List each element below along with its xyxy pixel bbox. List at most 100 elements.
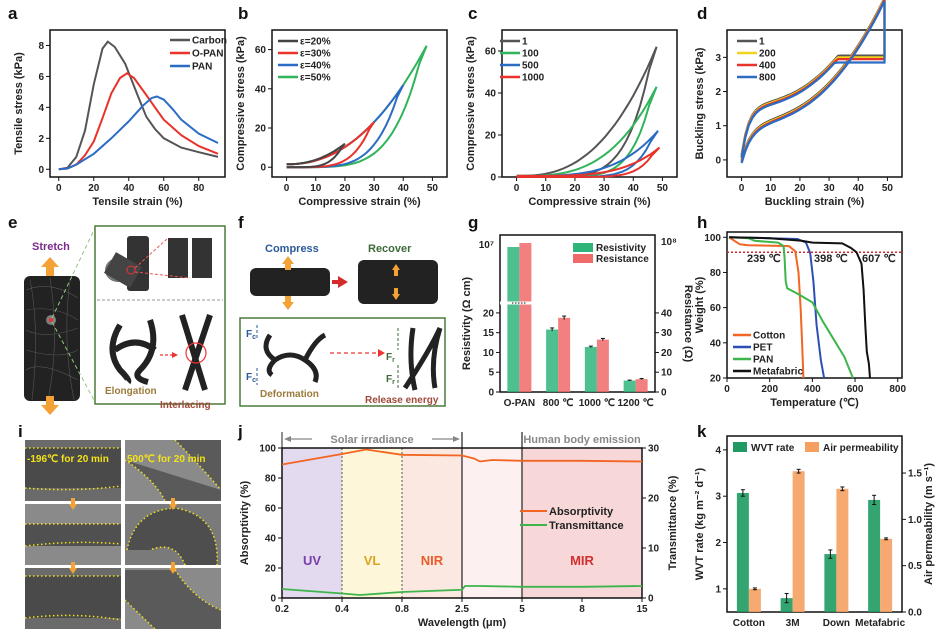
y-tick-label: 0 — [715, 155, 721, 166]
y-break-top-label: 10⁷ — [479, 240, 494, 251]
y-tick-label: 20 — [483, 308, 495, 319]
x-tick-label: 0.8 — [395, 604, 409, 615]
x-axis-label: Wavelength (μm) — [418, 617, 507, 629]
solar-irradiance-label: Solar irradiance — [330, 434, 413, 446]
legend-label: PAN — [753, 355, 773, 366]
bar-resistance — [635, 379, 648, 392]
bar-resistance — [558, 317, 571, 392]
region-mir — [522, 448, 642, 598]
y-axis-label: Compressive stress (kPa) — [465, 36, 477, 171]
human-body-emission-label: Human body emission — [523, 434, 641, 446]
y-axis-label: Resistivity (Ω cm) — [461, 277, 473, 371]
sem-image-right-2 — [125, 504, 221, 565]
sem-image-right-1 — [125, 440, 221, 501]
arrow-down-icon — [282, 256, 294, 270]
x-tick-label: 0.2 — [275, 604, 289, 615]
y2-tick-label: 40 — [661, 308, 673, 319]
y-axis-label: Weight (%) — [695, 276, 706, 333]
legend-label: 1000 — [522, 73, 545, 84]
y-axis-label: Tensile stress (kPa) — [13, 52, 25, 155]
legend-label: ε=50% — [300, 73, 331, 84]
chart-b-compressive-strain: 0 10 20 30 40 50 0 20 40 60 Compressive strain (%)… — [235, 29, 448, 208]
bar-resistivity — [584, 346, 597, 392]
series-loop — [740, 0, 886, 164]
x-tick-label: Cotton — [733, 618, 765, 629]
x-tick-label: 10 — [310, 183, 322, 194]
y2-tick-label: 0.0 — [908, 608, 922, 619]
deformation-label: Deformation — [260, 389, 319, 400]
y2-tick-label: 0.5 — [908, 561, 922, 572]
x-axis-label: Tensile strain (%) — [92, 196, 183, 208]
legend-label: 400 — [759, 61, 776, 72]
series-line-pan — [58, 95, 219, 171]
x-tick-label: 40 — [628, 183, 640, 194]
legend-label: ε=20% — [300, 37, 331, 48]
panel-f-illustration: Compress Recover Fc Fc Fr Fr Deformation… — [230, 210, 462, 420]
arrow-right-head — [453, 436, 460, 442]
recovered-fabric — [358, 260, 438, 304]
y-tick-label: 4 — [715, 445, 721, 456]
legend-label: Absorptivity — [549, 506, 614, 518]
x-tick-label: 20 — [794, 183, 806, 194]
panel-label-c: c — [468, 4, 478, 23]
y-tick-label: 5 — [488, 368, 494, 379]
y-tick-label: 3 — [715, 492, 721, 503]
y-tick-label: 20 — [265, 564, 277, 575]
y-tick-label: 2 — [715, 538, 721, 549]
bar-wvt-rate — [824, 554, 837, 612]
chart-a-tensile: 0 20 40 60 80 0 2 4 6 8 Tensile strain (%) Tensile … — [13, 29, 227, 208]
x-tick-label: 40 — [123, 183, 135, 194]
arrow-up-icon — [282, 296, 294, 310]
series-line-cotton — [728, 236, 805, 379]
temperature-annotation: 607 ℃ — [862, 253, 896, 265]
legend-label: Metafabric — [753, 367, 803, 378]
y2-axis-label: Transmittance (%) — [667, 475, 679, 570]
x-tick-label: 600 — [847, 384, 864, 395]
y-tick-label: 40 — [255, 84, 267, 95]
legend-label: ε=40% — [300, 61, 331, 72]
sem-image-left-1 — [25, 440, 121, 501]
x-tick-label: 800 — [889, 384, 906, 395]
region-uv — [282, 448, 342, 598]
y2-tick-label: 1.5 — [908, 469, 922, 480]
panel-label-j: j — [238, 422, 243, 441]
temperature-annotation: 239 ℃ — [747, 253, 781, 265]
x-tick-label: 0 — [739, 183, 745, 194]
y2-tick-label: 0 — [648, 594, 654, 605]
panel-label-g: g — [468, 213, 479, 232]
fc-top-label: Fc — [246, 329, 256, 341]
y-tick-label: 0 — [260, 163, 266, 174]
x-axis-label: Compressive strain (%) — [528, 196, 651, 208]
bar-wvt-rate — [780, 598, 793, 612]
series-loop — [286, 142, 346, 169]
y2-tick-label: 30 — [661, 328, 673, 339]
x-tick-label: 10 — [765, 183, 777, 194]
x-tick-label: 20 — [88, 183, 100, 194]
y-tick-label: 1 — [715, 121, 721, 132]
compress-label: Compress — [265, 243, 319, 255]
x-tick-label: Metafabric — [855, 618, 905, 629]
x-tick-label: 8 — [579, 604, 585, 615]
x-tick-label: 30 — [599, 183, 611, 194]
hot-treatment-label: 500℃ for 20 min — [127, 454, 205, 465]
panel-e-illustration: Stretch Elongation Interlacing — [0, 210, 232, 420]
legend-label: PET — [753, 343, 772, 354]
series-line-o-pan — [58, 72, 219, 171]
x-tick-label: 0 — [56, 183, 62, 194]
y-tick-label: 80 — [265, 474, 277, 485]
series-line-pan — [729, 236, 854, 379]
y2-break-top-label: 10⁸ — [661, 237, 677, 248]
sem-image-right-3 — [125, 568, 221, 629]
x-tick-label: 1000 ℃ — [579, 398, 615, 409]
legend-swatch — [733, 442, 747, 452]
legend-label: Air permeability — [823, 443, 899, 454]
y-tick-label: 15 — [483, 328, 495, 339]
x-tick-label: 5 — [519, 604, 525, 615]
x-tick-label: 15 — [636, 604, 648, 615]
plot-frame — [726, 435, 903, 613]
y2-tick-label: 30 — [648, 444, 660, 455]
series-loop — [516, 146, 661, 178]
fc-bottom-label: Fc — [246, 372, 256, 384]
x-tick-label: 0 — [724, 384, 730, 395]
legend-label: 1 — [759, 37, 765, 48]
